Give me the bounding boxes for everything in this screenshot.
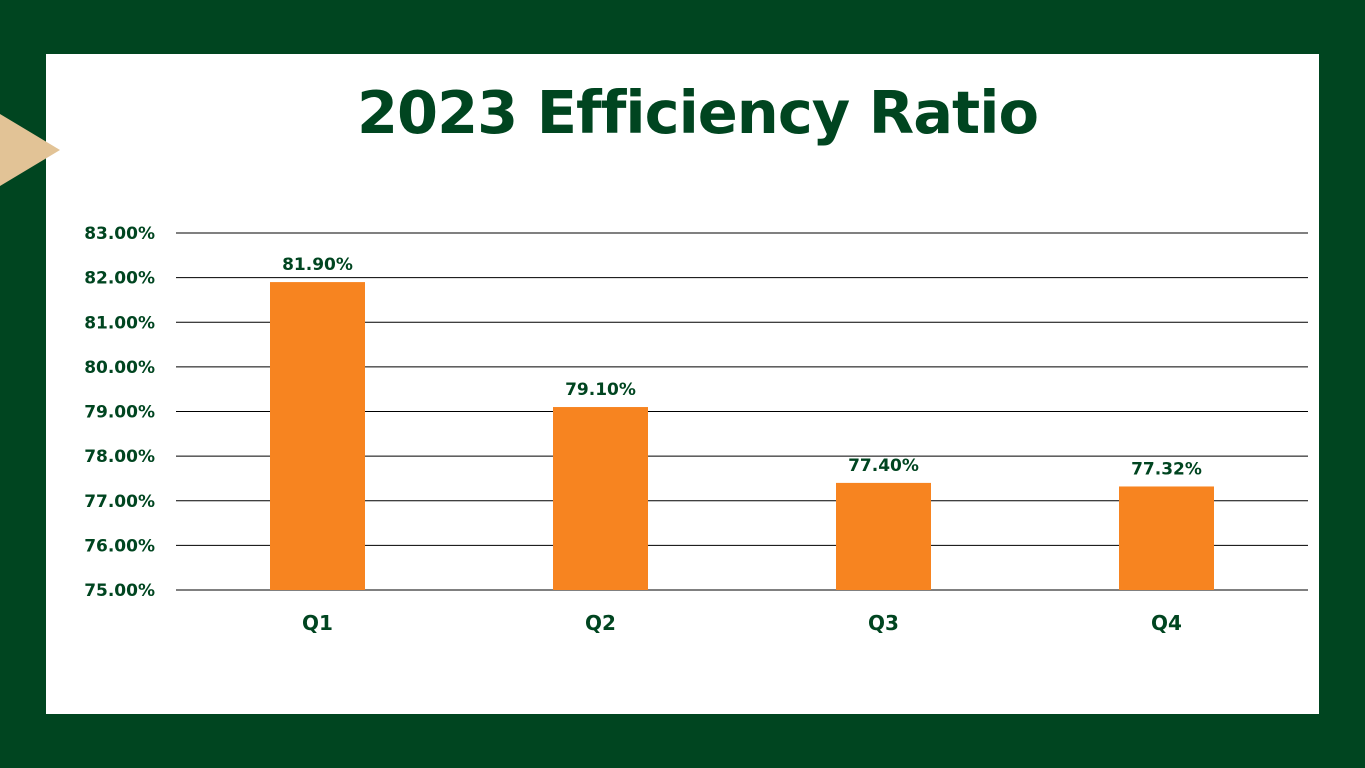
bar-q4 [1119,486,1214,590]
data-label-q2: 79.10% [565,380,636,400]
category-labels: Q1 Q2 Q3 Q4 [302,611,1182,635]
arrow-marker-icon [0,114,60,186]
category-label-q4: Q4 [1151,611,1182,635]
slide-panel [46,54,1319,714]
data-labels: 81.90% 79.10% 77.40% 77.32% [282,255,1202,479]
y-tick-label: 82.00% [84,269,155,289]
data-label-q3: 77.40% [848,456,919,476]
bars [270,282,1214,590]
y-tick-label: 79.00% [84,403,155,423]
bar-q1 [270,282,365,590]
bar-q2 [553,407,648,590]
chart-title: 2023 Efficiency Ratio [356,78,1039,147]
y-tick-label: 83.00% [84,224,155,244]
bar-q3 [836,482,931,590]
y-axis-ticks: 75.00% 76.00% 77.00% 78.00% 79.00% 80.00% 81.0… [84,224,155,601]
y-tick-label: 78.00% [84,447,155,467]
data-label-q1: 81.90% [282,255,353,275]
category-label-q1: Q1 [302,611,333,635]
y-tick-label: 81.00% [84,313,155,333]
y-tick-label: 77.00% [84,492,155,512]
y-tick-label: 75.00% [84,581,155,601]
category-label-q2: Q2 [585,611,616,635]
category-label-q3: Q3 [868,611,899,635]
y-tick-label: 76.00% [84,536,155,556]
y-tick-label: 80.00% [84,358,155,378]
data-label-q4: 77.32% [1131,459,1202,479]
